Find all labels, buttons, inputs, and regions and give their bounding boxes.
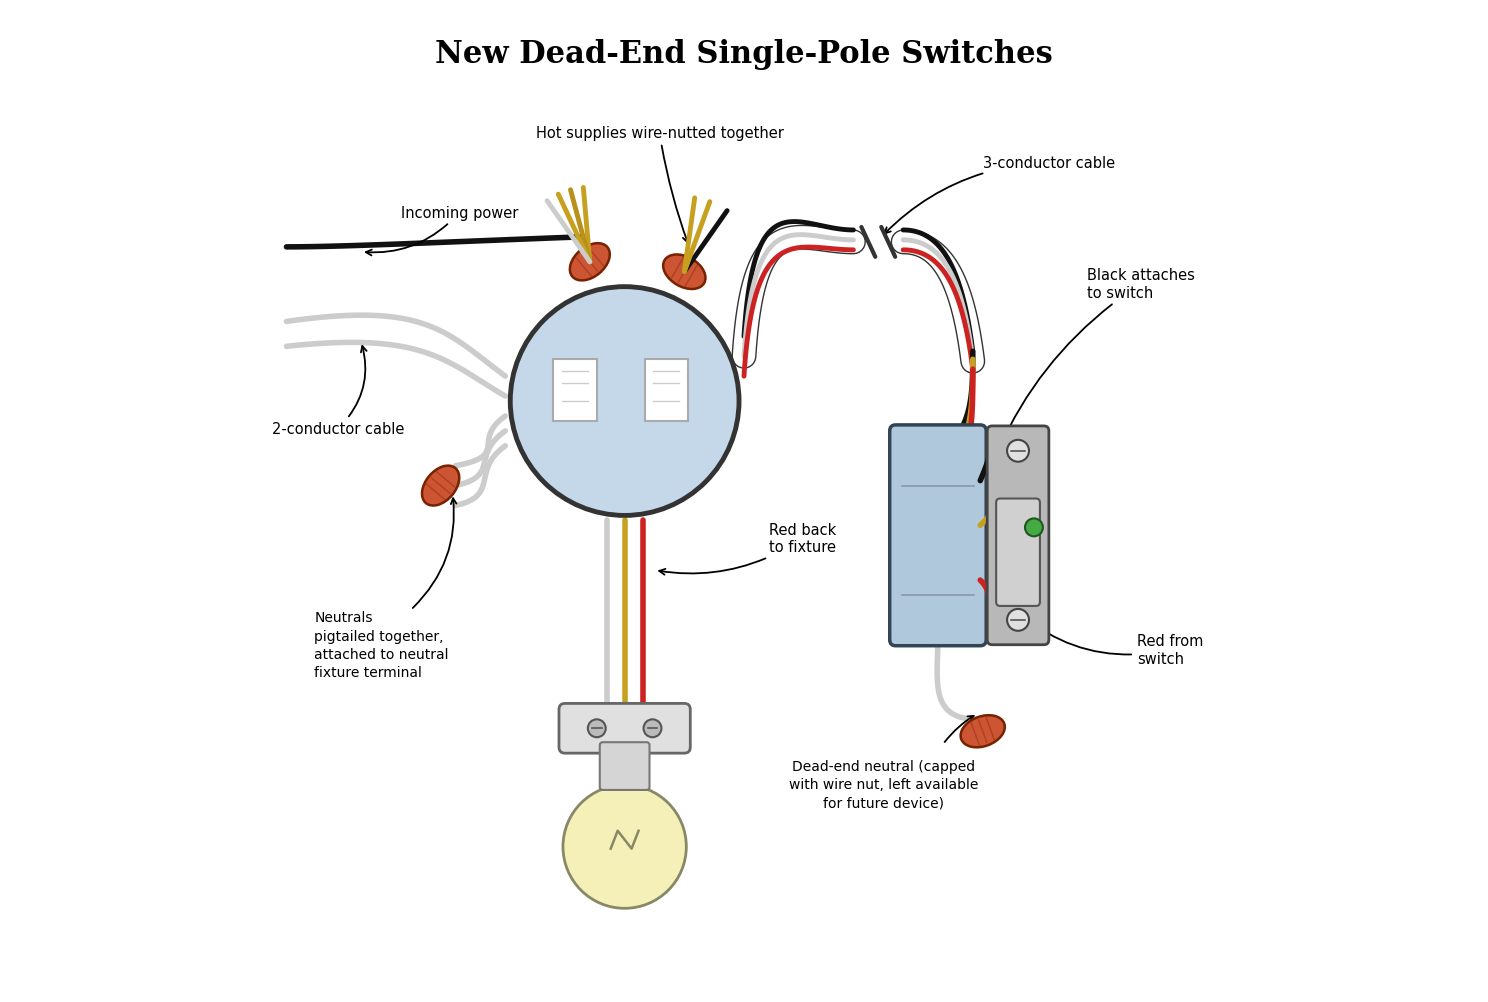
Ellipse shape: [664, 256, 705, 290]
Circle shape: [510, 288, 740, 516]
Ellipse shape: [423, 466, 460, 506]
Circle shape: [643, 719, 662, 737]
Text: Neutrals
pigtailed together,
attached to neutral
fixture terminal: Neutrals pigtailed together, attached to…: [314, 610, 449, 679]
FancyBboxPatch shape: [600, 742, 649, 791]
Text: Incoming power: Incoming power: [366, 205, 518, 257]
Text: Dead-end neutral (capped
with wire nut, left available
for future device): Dead-end neutral (capped with wire nut, …: [789, 759, 978, 810]
Ellipse shape: [570, 243, 610, 282]
FancyBboxPatch shape: [995, 499, 1040, 606]
Circle shape: [1007, 609, 1030, 631]
Circle shape: [1007, 441, 1030, 462]
FancyBboxPatch shape: [559, 703, 690, 754]
Circle shape: [562, 786, 686, 909]
Text: Red back
to fixture: Red back to fixture: [659, 523, 836, 575]
FancyBboxPatch shape: [644, 360, 689, 422]
Circle shape: [588, 719, 606, 737]
Text: Black attaches
to switch: Black attaches to switch: [998, 269, 1195, 449]
Text: New Dead-End Single-Pole Switches: New Dead-End Single-Pole Switches: [434, 39, 1054, 70]
Text: Red from
switch: Red from switch: [1022, 615, 1204, 666]
Circle shape: [1025, 519, 1043, 537]
Text: 3-conductor cable: 3-conductor cable: [885, 155, 1115, 234]
FancyBboxPatch shape: [987, 427, 1049, 645]
Ellipse shape: [961, 715, 1004, 747]
FancyBboxPatch shape: [554, 360, 597, 422]
FancyBboxPatch shape: [890, 426, 987, 646]
Text: Hot supplies wire-nutted together: Hot supplies wire-nutted together: [536, 126, 783, 243]
Text: 2-conductor cable: 2-conductor cable: [271, 347, 403, 437]
